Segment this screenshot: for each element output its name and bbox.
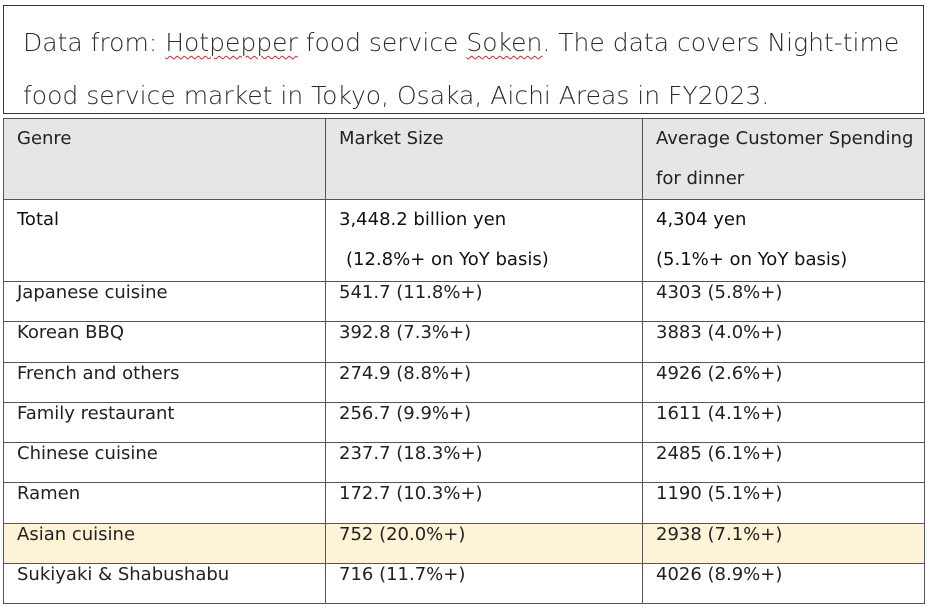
genre-cell: Asian cuisine	[3, 522, 326, 565]
total-genre: Total	[3, 199, 326, 282]
header-market-size: Market Size	[325, 118, 643, 200]
market-table: Genre Market Size Average Customer Spend…	[3, 118, 925, 605]
source-note-line-1: Data from: Hotpepper food service Soken.…	[23, 16, 923, 69]
total-spending-yoy: (5.1%+ on YoY basis)	[656, 249, 848, 270]
source-note-line-2: food service market in Tokyo, Osaka, Aic…	[23, 81, 770, 110]
market-size-cell: 237.7 (18.3%+)	[325, 442, 643, 484]
market-size-cell: 752 (20.0%+)	[325, 522, 643, 565]
source-middle: food service	[297, 28, 467, 57]
header-genre: Genre	[3, 118, 326, 200]
spending-cell: 4026 (8.9%+)	[642, 563, 925, 605]
table-row: Japanese cuisine 541.7 (11.8%+) 4303 (5.8%…	[3, 280, 925, 323]
spending-cell: 3883 (4.0%+)	[642, 321, 925, 363]
source-note: Data from: Hotpepper food service Soken.…	[3, 5, 924, 114]
spending-cell: 1611 (4.1%+)	[642, 401, 925, 444]
total-market-size-yoy: (12.8%+ on YoY basis)	[346, 249, 549, 270]
spending-cell: 4926 (2.6%+)	[642, 361, 925, 403]
total-spending-value: 4,304 yen	[656, 209, 747, 230]
genre-cell: Korean BBQ	[3, 321, 326, 363]
genre-cell: Ramen	[3, 482, 326, 524]
spending-cell: 2485 (6.1%+)	[642, 442, 925, 484]
genre-cell: Family restaurant	[3, 401, 326, 444]
market-size-cell: 392.8 (7.3%+)	[325, 321, 643, 363]
market-size-cell: 172.7 (10.3%+)	[325, 482, 643, 524]
source-description-1: . The data covers Night-time	[542, 28, 900, 57]
source-prefix: Data from:	[23, 28, 166, 57]
table-row: Sukiyaki & Shabushabu 716 (11.7%+) 4026 (8…	[3, 563, 925, 605]
genre-cell: Japanese cuisine	[3, 280, 326, 323]
table-header-row: Genre Market Size Average Customer Spend…	[3, 118, 925, 200]
table-row: French and others 274.9 (8.8%+) 4926 (2.6%…	[3, 361, 925, 403]
source-name-hotpepper: Hotpepper	[165, 28, 298, 57]
table-body: Japanese cuisine 541.7 (11.8%+) 4303 (5.8%…	[3, 280, 925, 605]
genre-cell: Sukiyaki & Shabushabu	[3, 563, 326, 605]
market-size-cell: 256.7 (9.9%+)	[325, 401, 643, 444]
table-row: Chinese cuisine 237.7 (18.3%+) 2485 (6.1%+…	[3, 442, 925, 484]
total-row: Total 3,448.2 billion yen (12.8%+ on YoY …	[3, 199, 925, 282]
header-spending-line-2: for dinner	[656, 168, 745, 189]
genre-cell: Chinese cuisine	[3, 442, 326, 484]
header-spending-line-1: Average Customer Spending	[656, 128, 914, 149]
source-name-soken: Soken	[466, 28, 543, 57]
table-row: Asian cuisine 752 (20.0%+) 2938 (7.1%+)	[3, 522, 925, 565]
total-market-size-value: 3,448.2 billion yen	[339, 209, 507, 230]
spending-cell: 4303 (5.8%+)	[642, 280, 925, 323]
market-size-cell: 541.7 (11.8%+)	[325, 280, 643, 323]
total-spending: 4,304 yen (5.1%+ on YoY basis)	[642, 199, 925, 282]
table-row: Family restaurant 256.7 (9.9%+) 1611 (4.1%…	[3, 401, 925, 444]
market-size-cell: 716 (11.7%+)	[325, 563, 643, 605]
spending-cell: 2938 (7.1%+)	[642, 522, 925, 565]
genre-cell: French and others	[3, 361, 326, 403]
table-row: Ramen 172.7 (10.3%+) 1190 (5.1%+)	[3, 482, 925, 524]
header-spending: Average Customer Spending for dinner	[642, 118, 925, 200]
spending-cell: 1190 (5.1%+)	[642, 482, 925, 524]
table-row: Korean BBQ 392.8 (7.3%+) 3883 (4.0%+)	[3, 321, 925, 363]
market-size-cell: 274.9 (8.8%+)	[325, 361, 643, 403]
total-market-size: 3,448.2 billion yen (12.8%+ on YoY basis)	[325, 199, 643, 282]
